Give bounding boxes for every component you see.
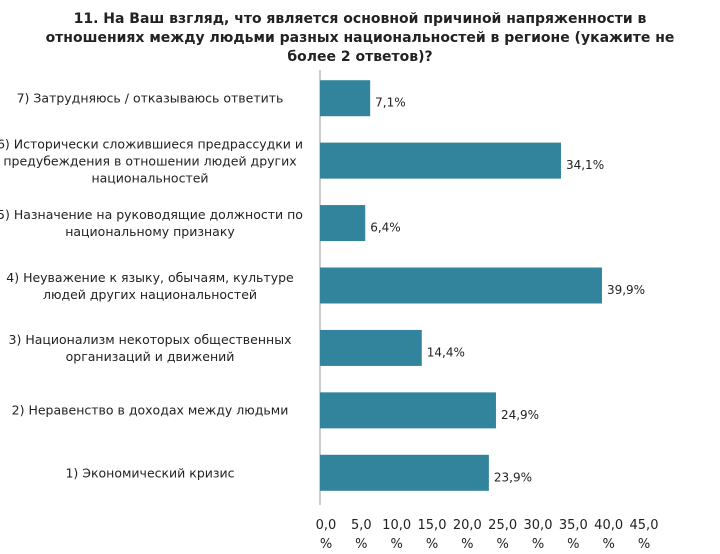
x-tick-label: 25,0 % [488, 518, 518, 552]
value-label: 6,4% [370, 221, 401, 235]
bar [320, 267, 602, 304]
category-label: 7) Затрудняюсь / отказываюсь ответить [16, 90, 284, 106]
category-label: 2) Неравенство в доходах между людьми [11, 402, 289, 418]
chart: 7,1% 34,1% 6,4% 39,9% 14,4% 24,9% 23,9% [319, 70, 645, 505]
value-label: 39,9% [607, 283, 645, 297]
bar [320, 80, 371, 117]
x-tick-label: 0,0 % [315, 518, 337, 552]
x-tick-label: 30,0 % [523, 518, 553, 552]
value-label: 24,9% [501, 408, 539, 422]
x-tick-label: 5,0 % [350, 518, 372, 552]
category-label: 1) Экономический кризис [65, 465, 235, 481]
category-label: 5) Назначение на руководящие должности п… [0, 207, 303, 240]
x-tick-label: 10,0 % [382, 518, 412, 552]
value-label: 34,1% [566, 158, 604, 172]
bar [320, 142, 561, 179]
bar [320, 205, 366, 242]
bar [320, 392, 496, 429]
x-tick-label: 15,0 % [417, 518, 447, 552]
x-tick-label: 35,0 % [558, 518, 588, 552]
category-label: 6) Исторически сложившиеся предрассудки … [0, 136, 304, 186]
chart-title: 11. На Ваш взгляд, что является основной… [45, 11, 675, 65]
page: {"chart_data": {"type": "barh", "title":… [0, 11, 675, 552]
bar [320, 329, 422, 366]
category-label: 3) Национализм некоторых общественных ор… [8, 331, 292, 364]
x-tick-label: 45,0 % [629, 518, 659, 552]
x-tick-label: 40,0 % [594, 518, 624, 552]
bar [320, 454, 489, 491]
value-label: 23,9% [494, 470, 532, 484]
value-label: 7,1% [375, 96, 406, 110]
category-label: 4) Неуважение к языку, обычаям, культуре… [6, 269, 294, 302]
value-label: 14,4% [427, 345, 465, 359]
x-tick-label: 20,0 % [452, 518, 482, 552]
